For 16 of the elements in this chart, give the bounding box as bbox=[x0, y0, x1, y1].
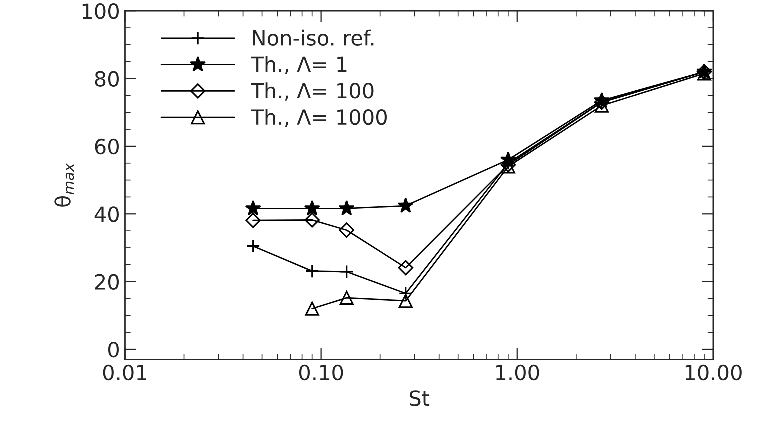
y-tick-label: 60 bbox=[95, 138, 119, 155]
x-tick-label: 0.10 bbox=[299, 364, 344, 381]
legend-label: Non-iso. ref. bbox=[253, 30, 374, 46]
y-axis-title: θ$_{max}$ bbox=[54, 163, 74, 207]
y-tick-label: 0 bbox=[108, 342, 119, 358]
x-tick-label: 10.00 bbox=[686, 364, 742, 381]
y-tick-label: 20 bbox=[95, 274, 119, 290]
y-tick-label: 40 bbox=[94, 206, 119, 222]
x-tick-label: 0.01 bbox=[103, 364, 147, 381]
legend-label: Th., Λ= 100 bbox=[251, 82, 374, 101]
x-axis-title: St bbox=[410, 390, 430, 406]
legend-label: Th., Λ= 1 bbox=[251, 56, 347, 75]
legend-label: Th., Λ= 1000 bbox=[251, 109, 387, 128]
x-tick-label: 1.00 bbox=[496, 364, 540, 381]
y-tick-label: 80 bbox=[95, 71, 119, 87]
y-tick-label: 100 bbox=[82, 4, 119, 20]
